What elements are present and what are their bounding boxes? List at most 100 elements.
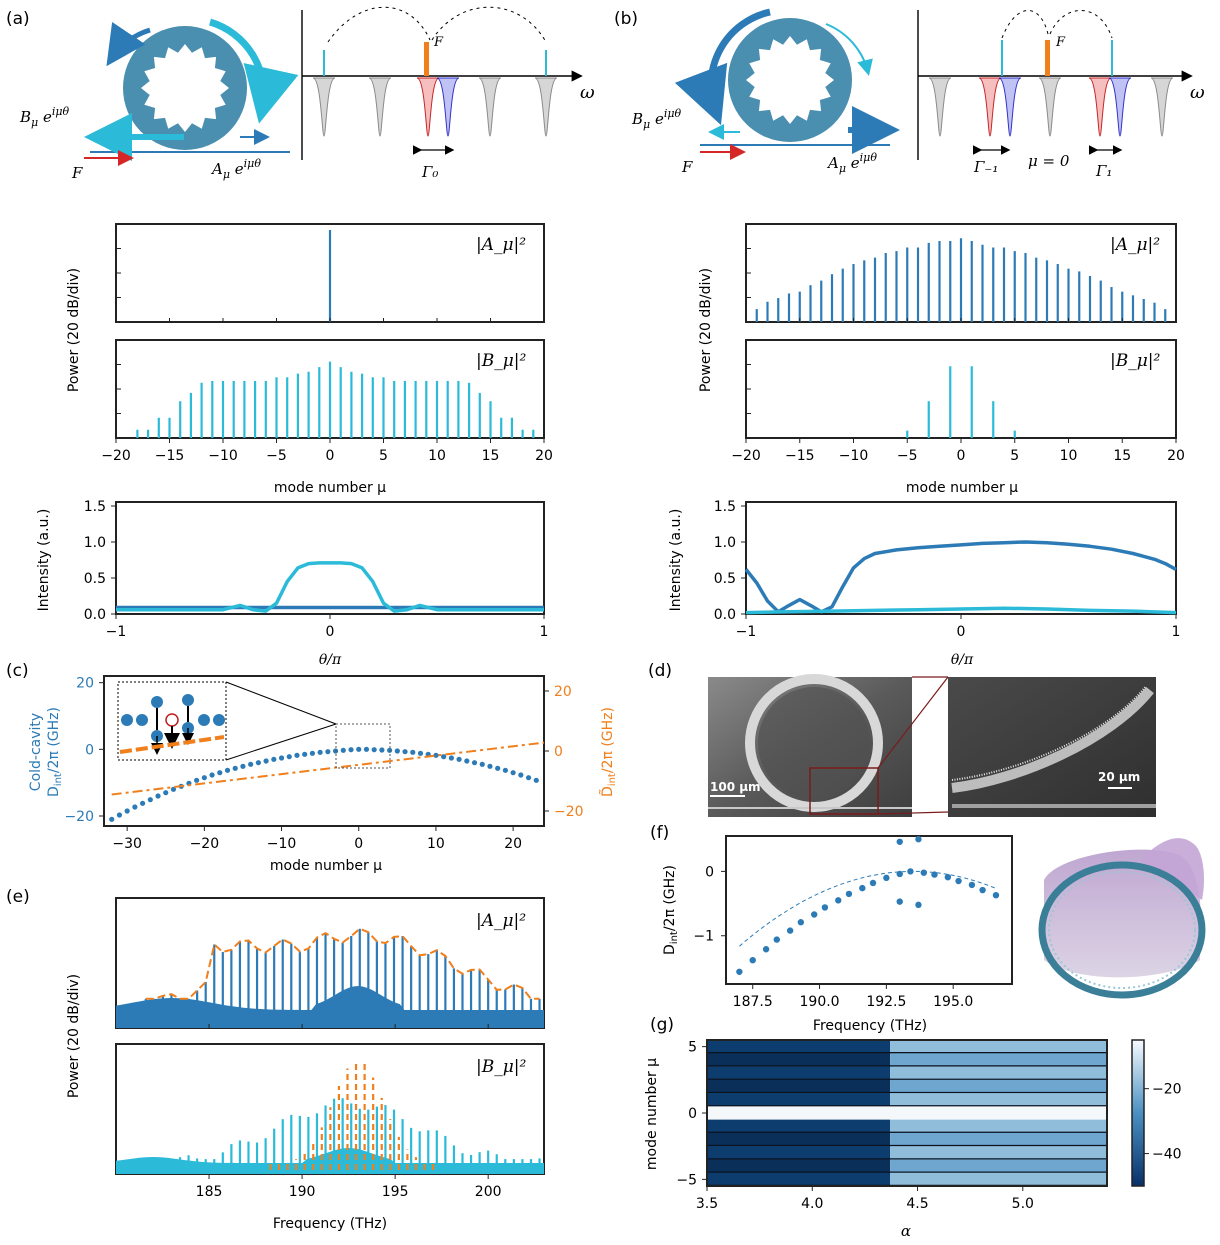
dispersion-point [309,750,316,756]
heatmap-cell-high [890,1159,1107,1173]
a-power-ylabel: Power (20 dB/div) [66,268,82,392]
schematic-a: Bμ eiμθ Aμ eiμθ F [19,18,299,182]
resonance-dip [1108,77,1132,137]
dispersion-point [525,775,532,781]
x-tick-label: −5 [266,448,287,464]
y-tick-label-left: 0 [85,742,94,758]
measured-point [992,892,1000,899]
x-tick-label: −1 [106,624,127,640]
measured-point [736,968,743,975]
c-zoom-line-1 [225,681,337,725]
dispersion-point [340,747,346,753]
measured-point [797,919,805,926]
resonance-dip [312,77,336,137]
y-tick-label: 1.5 [84,499,106,515]
measured-point [979,886,986,894]
b-mode-xlabel: mode number μ [906,480,1018,496]
measured-point [907,868,914,875]
schematic-b: Bμ eiμθ Aμ eiμθ F [631,8,900,176]
measured-point [835,897,842,904]
panel-label-b: (b) [614,9,638,29]
g-heatmap: 3.5 4.0 4.5 5.0 −5 0 5 mode number μ α −20 −40 [644,1039,1182,1240]
noise-floor-A [116,986,544,1028]
dispersion-point [371,747,377,753]
resonance-dip [998,77,1022,137]
b-power-ylabel: Power (20 dB/div) [698,268,714,392]
y-tick-label: 1.0 [84,535,106,551]
measured-point [968,881,976,889]
x-tick-label: 195 [382,1184,409,1200]
dispersion-point [163,790,169,796]
dispersion-point [217,770,223,776]
b-spectra: |A_μ|² |B_μ|² Power (20 dB/div) −20 −15 −1… [698,223,1185,496]
e-B-tag: |B_μ|² [476,1057,526,1077]
g-xlabel: α [901,1222,911,1240]
resonance-dip [978,77,1002,137]
heatmap-cell-low [707,1119,891,1133]
x-tick-label: 200 [475,1184,502,1200]
dispersion-point [356,746,362,752]
B-label-b: Bμ eiμθ [631,107,682,131]
resonance-dip [1088,77,1112,137]
cw-arrow-a [208,18,299,124]
x-tick-label: −10 [839,448,869,464]
heatmap-cell-low [707,1093,891,1107]
pump-line-a [424,42,429,76]
x-tick-label: 1 [1172,624,1181,640]
x-tick-label: 190.0 [800,994,840,1010]
y-tick-label: 0.0 [84,607,106,623]
F-label-spec-a: F [433,35,444,50]
x-tick-label: 195.0 [933,994,973,1010]
heatmap-cell-low [707,1132,891,1147]
x-tick-label: 0 [957,624,966,640]
measured-point [786,927,794,934]
x-tick-label: 187.5 [733,994,773,1010]
x-tick-label: −20 [190,836,220,852]
dispersion-point [116,812,123,818]
y-tick-label: 0.0 [714,607,736,623]
panel-label-g: (g) [650,1015,674,1035]
measured-point [944,873,952,881]
panel-label-f: (f) [650,823,669,843]
dispersion-point [433,752,439,758]
measured-point [896,870,903,878]
gamma-m1-label: Γ₋₁ [973,158,998,176]
x-tick-label: −20 [101,448,131,464]
resonance-dip [416,77,440,137]
dispersion-point [410,749,416,755]
pump-line-b [1045,40,1050,76]
x-tick-label: −5 [897,448,918,464]
dispersion-point [402,749,408,755]
omega-label-a: ω [580,82,595,103]
ring-inner [746,36,834,124]
x-tick-label: −10 [267,836,297,852]
g-ylabel: mode number μ [644,1058,660,1170]
x-tick-label: −30 [112,836,142,852]
heatmap-cell-high [890,1146,1107,1160]
dispersion-point [147,797,153,803]
b-intensity-ylabel: Intensity (a.u.) [668,509,684,612]
sem-zoom-box [809,767,879,815]
heatmap-cell-high [890,1079,1107,1094]
measured-point [931,871,938,878]
measured-point [896,898,903,905]
x-tick-label: 192.5 [866,994,906,1010]
scale-bar-1-label: 100 μm [710,780,761,794]
dispersion-point [518,772,524,778]
measured-point [920,869,927,876]
x-tick-label: 20 [1167,448,1185,464]
x-tick-label: 1 [540,624,549,640]
x-tick-label: 10 [428,448,446,464]
intensity-series [745,606,1177,615]
resonance-schematic-a: ω F Γ₀ [301,6,595,181]
f-axes [725,835,1013,985]
dispersion-point [286,754,292,760]
y-tick-label-right: 0 [554,744,563,760]
coupling-arc-right-b [1049,10,1113,39]
dispersion-point [495,765,501,771]
dispersion-point [302,751,308,757]
dispersion-point [263,758,269,764]
sem-zoom-image [948,677,1156,817]
y-tick-label: 1.0 [714,535,736,551]
